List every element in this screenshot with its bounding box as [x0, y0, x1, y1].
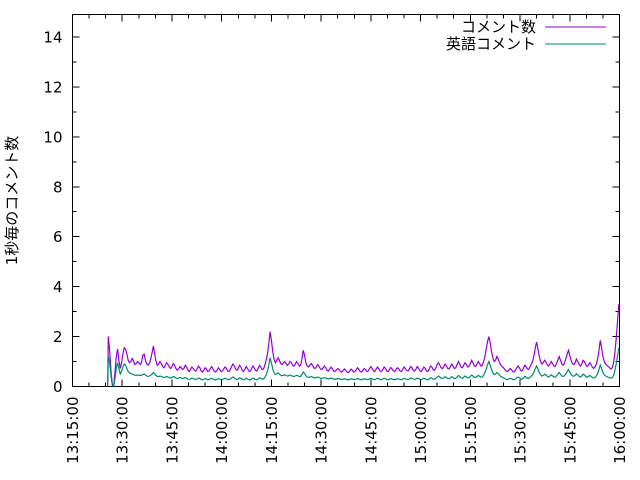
legend-label: コメント数 [461, 18, 536, 36]
x-tick-label: 15:30:00 [512, 397, 530, 464]
legend-label: 英語コメント [446, 35, 536, 53]
x-tick-label: 14:45:00 [362, 397, 380, 464]
x-tick-label: 14:00:00 [213, 397, 231, 464]
x-tick-label: 13:15:00 [64, 397, 82, 464]
x-tick-label: 14:15:00 [263, 397, 281, 464]
y-tick-label: 0 [53, 378, 63, 396]
y-tick-label: 2 [53, 328, 63, 346]
y-axis-label: 1秒毎のコメント数 [3, 136, 21, 266]
y-tick-label: 6 [53, 228, 63, 246]
x-tick-label: 16:00:00 [611, 397, 629, 464]
x-tick-label: 15:00:00 [412, 397, 430, 464]
series-line [107, 304, 620, 387]
plot-border [72, 14, 620, 387]
y-tick-label: 12 [43, 78, 62, 96]
y-tick-label: 10 [43, 128, 62, 146]
y-tick-label: 8 [53, 178, 63, 196]
x-tick-label: 14:30:00 [313, 397, 331, 464]
x-tick-label: 15:45:00 [561, 397, 579, 464]
y-tick-label: 4 [53, 278, 63, 296]
x-tick-label: 13:30:00 [114, 397, 132, 464]
x-tick-label: 15:15:00 [462, 397, 480, 464]
y-tick-label: 14 [43, 28, 62, 46]
series-line [107, 347, 620, 387]
series-group [107, 304, 620, 387]
x-tick-label: 13:45:00 [163, 397, 181, 464]
